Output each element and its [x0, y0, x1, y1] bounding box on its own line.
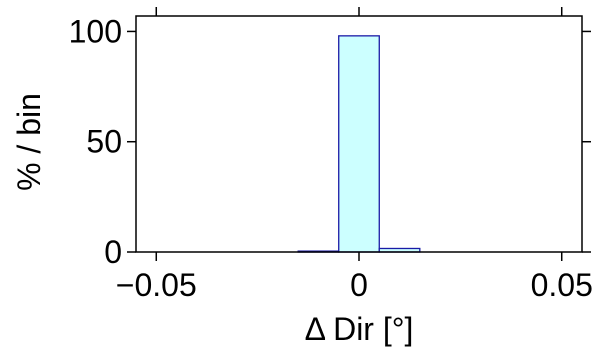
y-tick-label-2: 100	[69, 13, 122, 49]
x-tick-label-0: −0.05	[116, 267, 197, 303]
x-tick-label-1: 0	[350, 267, 368, 303]
histogram-bar-1	[338, 35, 380, 253]
x-axis-label: Δ Dir [°]	[305, 311, 414, 347]
y-tick-label-0: 0	[104, 234, 122, 270]
y-tick-label-1: 50	[86, 124, 122, 160]
y-axis-label: % / bin	[11, 93, 47, 191]
bars-layer	[297, 35, 421, 253]
x-tick-label-2: 0.05	[531, 267, 593, 303]
